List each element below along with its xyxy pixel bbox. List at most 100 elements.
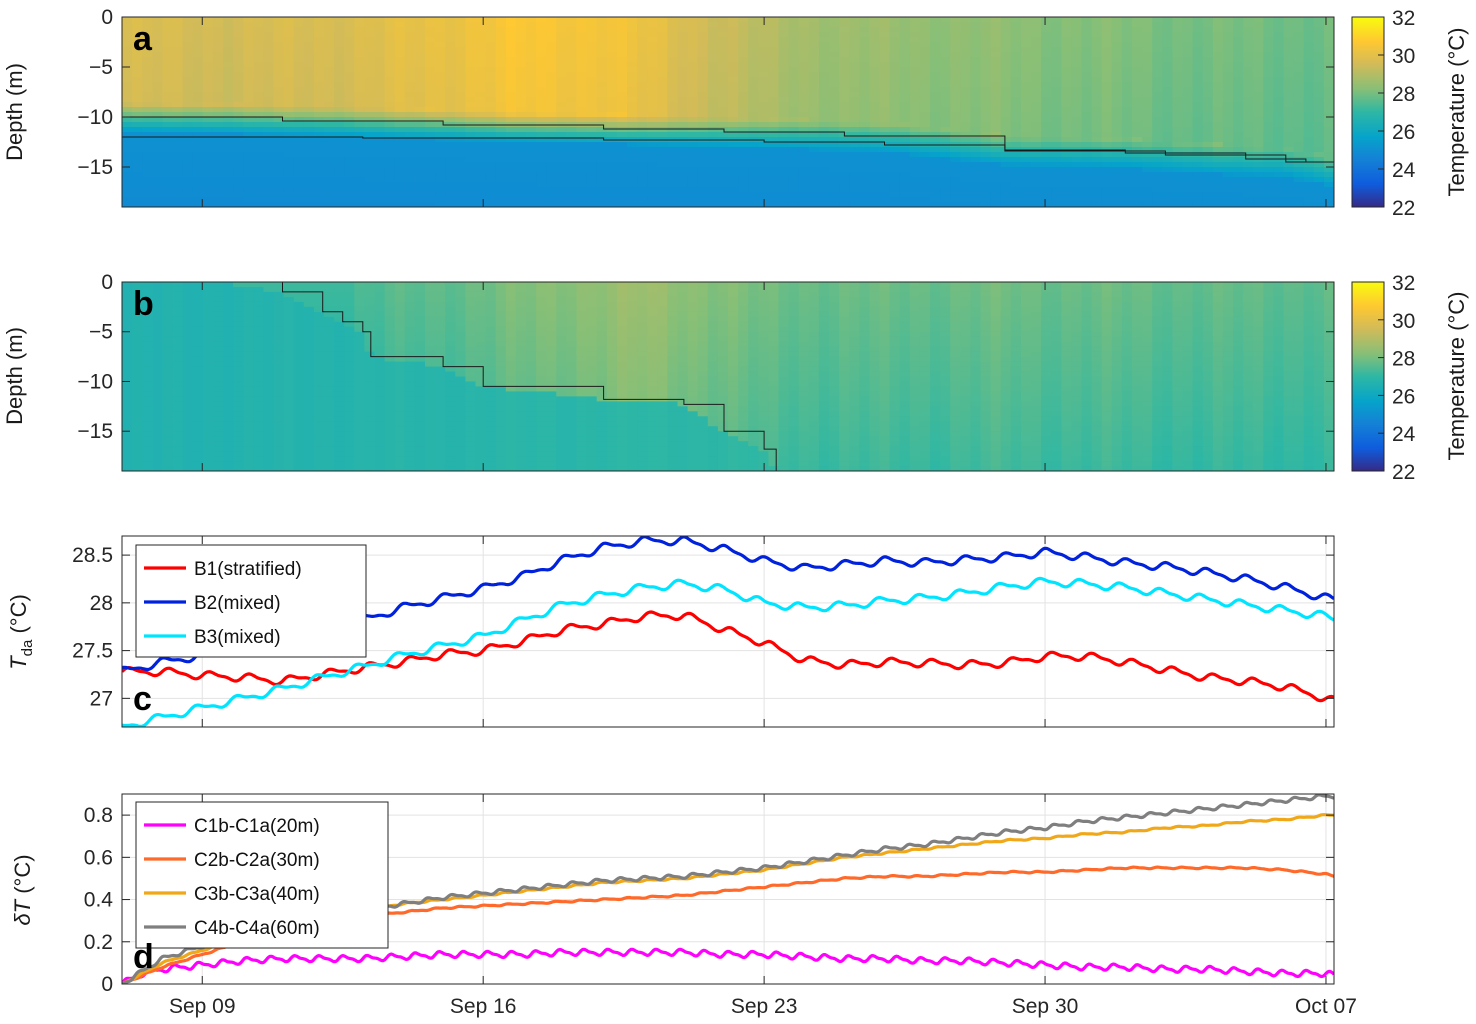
heat-cell — [425, 27, 436, 33]
heat-cell — [526, 97, 537, 103]
heat-cell — [1041, 137, 1052, 143]
heat-cell — [1142, 22, 1153, 28]
heat-cell — [223, 167, 234, 173]
heat-cell — [829, 37, 840, 43]
heat-cell — [162, 446, 174, 452]
heat-cell — [768, 117, 780, 123]
heat-cell — [909, 52, 921, 58]
heat-cell — [182, 456, 194, 462]
heat-cell — [596, 182, 608, 188]
heat-cell — [1243, 202, 1254, 207]
heat-cell — [1313, 152, 1325, 158]
heat-cell — [192, 451, 204, 457]
heat-cell — [950, 107, 961, 113]
heat-cell — [445, 62, 456, 68]
heat-cell — [435, 97, 446, 103]
heat-cell — [909, 197, 921, 203]
heat-cell — [930, 137, 941, 143]
heat-cell — [253, 192, 264, 198]
heat-cell — [970, 172, 982, 178]
heat-cell — [960, 122, 971, 128]
heat-cell — [889, 102, 901, 108]
heat-cell — [849, 137, 860, 143]
heat-cell — [687, 122, 699, 128]
heat-cell — [707, 62, 719, 68]
heat-cell — [283, 27, 295, 33]
heat-cell — [748, 37, 759, 43]
heat-cell — [1263, 37, 1274, 43]
heat-cell — [1121, 97, 1133, 103]
heat-cell — [748, 162, 759, 168]
heat-cell — [152, 386, 163, 393]
heat-cell — [1142, 32, 1153, 38]
heat-cell — [192, 187, 204, 193]
heat-cell — [808, 17, 820, 23]
heat-cell — [212, 147, 224, 153]
heat-cell — [1081, 162, 1093, 168]
heat-cell — [445, 202, 456, 207]
heat-cell — [212, 426, 224, 432]
heat-cell — [1111, 77, 1123, 83]
heat-cell — [182, 142, 194, 148]
heat-cell — [293, 182, 305, 188]
heat-cell — [637, 42, 648, 48]
heat-cell — [667, 87, 679, 93]
heat-cell — [697, 147, 709, 153]
heat-cell — [1132, 197, 1143, 203]
heat-cell — [1303, 42, 1315, 48]
heat-cell — [354, 37, 365, 43]
heat-cell — [778, 82, 790, 88]
heat-cell — [899, 17, 911, 23]
heat-cell — [182, 97, 194, 103]
heat-cell — [263, 152, 275, 158]
heat-cell — [324, 62, 335, 68]
heat-cell — [748, 192, 759, 198]
heat-cell — [1192, 17, 1204, 23]
heat-cell — [394, 152, 406, 158]
heat-cell — [445, 17, 456, 23]
heat-cell — [485, 92, 497, 98]
heat-cell — [1293, 57, 1305, 63]
heat-cell — [324, 92, 335, 98]
heat-cell — [970, 62, 982, 68]
heat-cell — [1020, 162, 1032, 168]
heat-cell — [132, 17, 143, 23]
heat-cell — [768, 52, 780, 58]
heat-cell — [182, 22, 194, 28]
heat-cell — [223, 72, 234, 78]
heat-cell — [1263, 22, 1274, 28]
heat-cell — [192, 122, 204, 128]
heat-cell — [475, 92, 487, 98]
heat-cell — [869, 107, 881, 113]
heat-cell — [354, 52, 365, 58]
heat-cell — [172, 441, 184, 447]
heat-cell — [707, 187, 719, 193]
heat-cell — [1111, 112, 1123, 118]
heat-cell — [1273, 147, 1285, 153]
heat-cell — [667, 202, 679, 207]
heat-cell — [1061, 62, 1072, 68]
heat-cell — [707, 87, 719, 93]
heat-cell — [273, 122, 285, 128]
heat-cell — [182, 17, 194, 23]
heat-cell — [182, 401, 194, 407]
heat-cell — [1233, 27, 1244, 33]
heat-cell — [384, 32, 396, 38]
heat-cell — [1031, 22, 1042, 28]
heat-cell — [1031, 102, 1042, 108]
heat-cell — [1142, 187, 1153, 193]
heat-cell — [990, 82, 1002, 88]
heat-cell — [738, 52, 749, 58]
heat-cell — [223, 346, 234, 353]
heat-cell — [1152, 202, 1163, 207]
heat-cell — [202, 67, 214, 73]
heat-cell — [960, 177, 971, 183]
heat-cell — [162, 197, 174, 203]
heat-cell — [930, 47, 941, 53]
heat-cell — [364, 152, 376, 158]
heat-cell — [697, 132, 709, 138]
heat-cell — [273, 107, 285, 113]
heat-cell — [212, 286, 224, 293]
heat-cell — [940, 172, 951, 178]
heat-cell — [909, 62, 921, 68]
